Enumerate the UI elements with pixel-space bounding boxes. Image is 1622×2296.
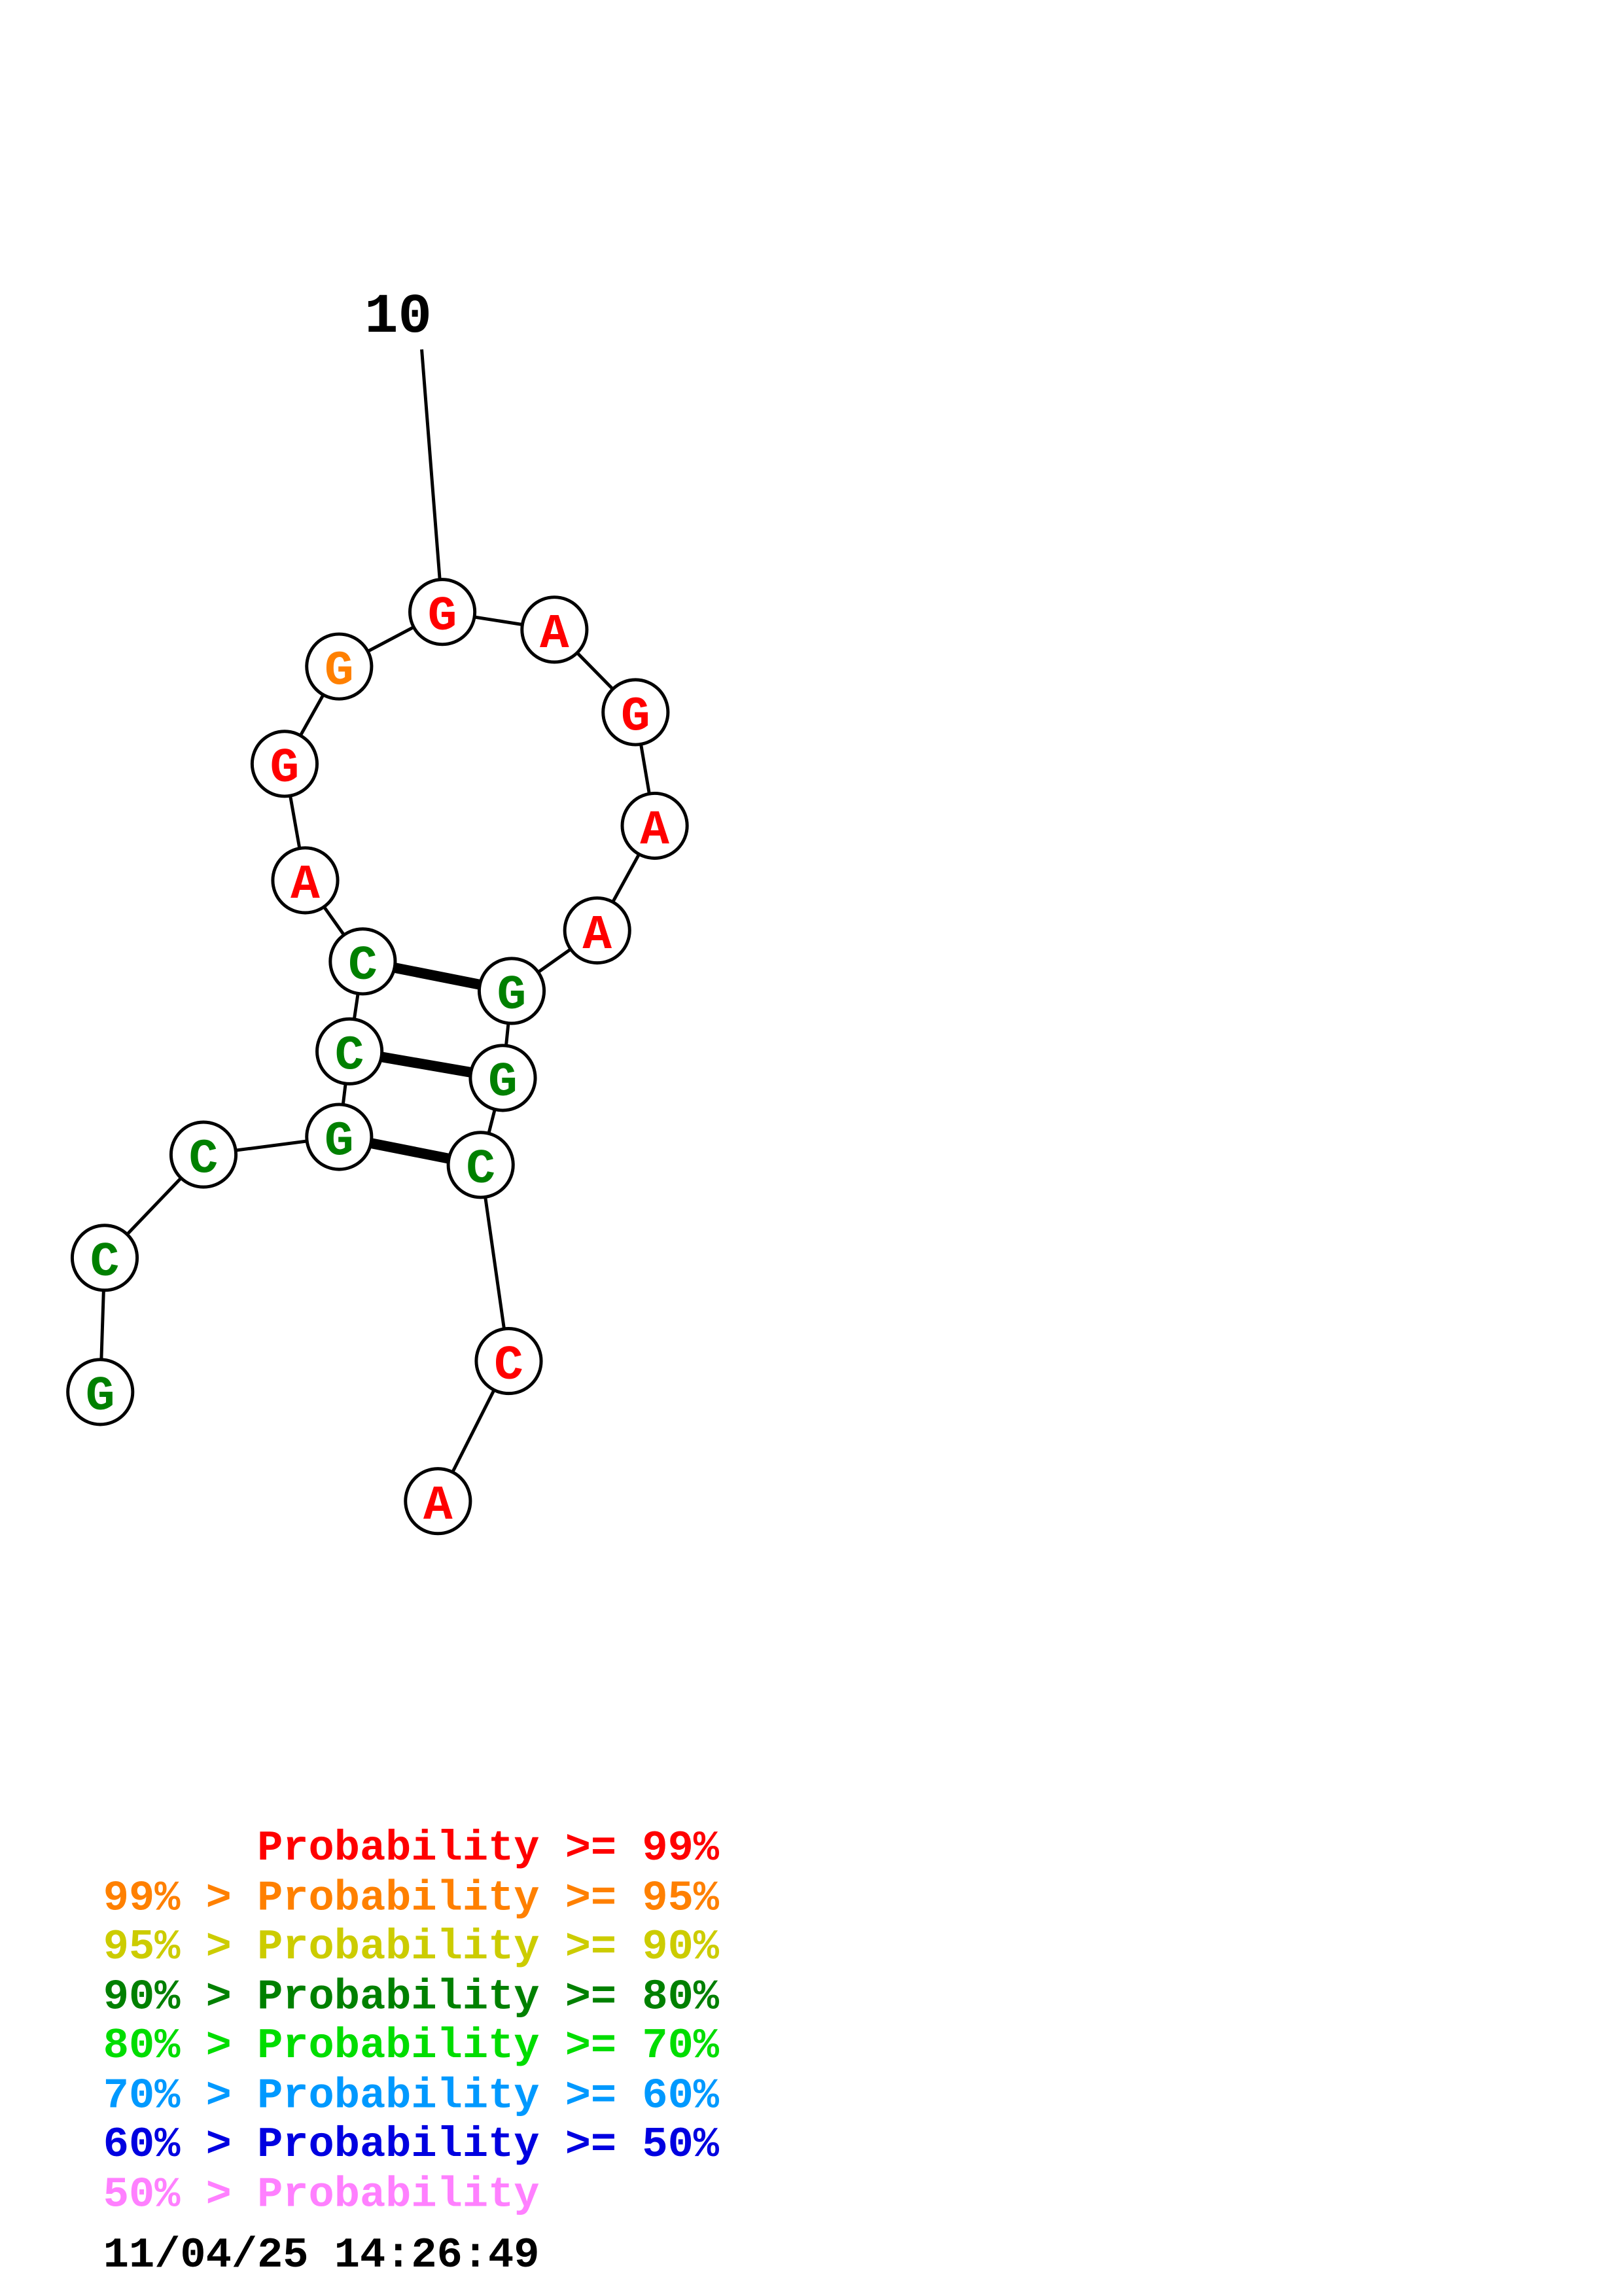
nucleotide-circle: [169, 1120, 238, 1189]
nucleotide-letter: C: [335, 1029, 364, 1084]
nucleotide-letter: G: [325, 644, 354, 699]
nucleotide-letter: C: [189, 1132, 219, 1187]
nucleotide-circle: [563, 896, 631, 965]
legend-row: 60% > Probability >= 50%: [103, 2120, 720, 2170]
nucleotide-circle: [404, 1467, 472, 1536]
legend-row: 99% > Probability >= 95%: [103, 1873, 720, 1922]
nucleotide-letter: G: [428, 590, 457, 645]
nucleotide-circle: [315, 1017, 384, 1086]
nucleotide-circle: [70, 1224, 139, 1292]
probability-legend: Probability >= 99% 99% > Probability >= …: [103, 1824, 719, 2280]
nucleotide-circle: [446, 1131, 515, 1199]
nucleotide-circle: [620, 791, 689, 860]
nucleotide-circle: [408, 578, 477, 646]
nucleotide-circle: [305, 632, 374, 701]
nucleotide-letter: A: [640, 804, 669, 858]
nucleotide-letter: G: [86, 1369, 115, 1424]
label-pointer-line: [420, 349, 444, 612]
nucleotide-letter: C: [466, 1142, 495, 1197]
timestamp: 11/04/25 14:26:49: [103, 2231, 540, 2280]
legend-row: 50% > Probability: [103, 2170, 540, 2219]
nucleotide-letter: A: [423, 1479, 453, 1534]
nucleotide-circle: [328, 927, 397, 996]
legend-row: 80% > Probability >= 70%: [103, 2021, 720, 2071]
nucleotide-circle: [474, 1327, 543, 1396]
nucleotide-circle: [250, 730, 319, 798]
nucleotide-circle: [520, 595, 589, 664]
nucleotide-circle: [66, 1358, 135, 1426]
nucleotide-circle: [305, 1103, 374, 1171]
nucleotide-letter: C: [90, 1235, 120, 1290]
position-number-label: 10: [364, 285, 432, 349]
nucleotide-letter: C: [494, 1339, 523, 1394]
nucleotide-letter: G: [270, 741, 300, 796]
nucleotide-letter: A: [291, 858, 320, 913]
nucleotide-letter: G: [497, 968, 527, 1023]
nucleotide-circle: [601, 678, 670, 747]
nucleotide-letter: A: [540, 607, 569, 662]
nucleotide-circle: [477, 957, 546, 1025]
nucleotide-letter: G: [621, 690, 650, 745]
legend-row: Probability >= 99%: [103, 1824, 720, 1873]
legend-row: 70% > Probability >= 60%: [103, 2071, 720, 2120]
legend-row: 95% > Probability >= 90%: [103, 1922, 720, 1972]
nucleotide-letter: A: [582, 908, 612, 963]
legend-row: 90% > Probability >= 80%: [103, 1972, 720, 2021]
nucleotide-letter: G: [325, 1114, 354, 1169]
nucleotide-letter: C: [348, 939, 378, 994]
nucleotide-circle: [468, 1044, 537, 1112]
nucleotide-letter: G: [488, 1055, 518, 1110]
nucleotide-circle: [271, 846, 340, 915]
